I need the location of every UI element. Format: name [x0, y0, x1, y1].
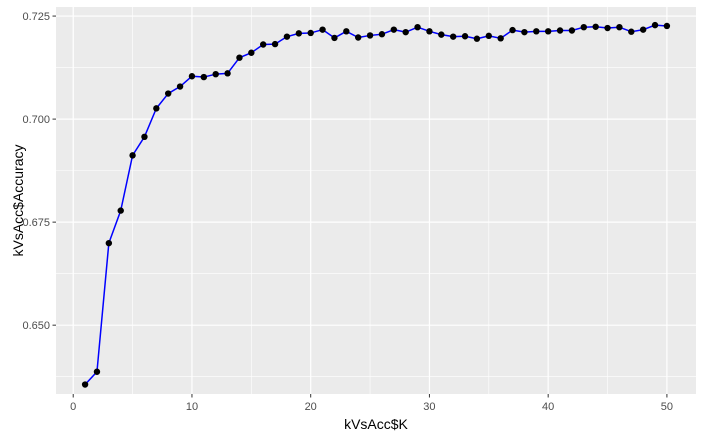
data-point [271, 40, 279, 48]
data-point [651, 21, 659, 29]
y-tick-label: 0.675 [22, 217, 50, 229]
data-point [129, 152, 136, 159]
data-point [390, 26, 398, 33]
data-point [366, 32, 374, 39]
x-tick-label: 20 [305, 401, 317, 413]
data-point [438, 31, 445, 38]
data-point [461, 33, 469, 40]
data-point [354, 34, 362, 41]
data-point [165, 90, 172, 97]
data-point [117, 207, 124, 214]
data-point [485, 32, 493, 40]
data-point [283, 33, 291, 40]
x-tick-label: 30 [423, 401, 435, 413]
data-point [639, 26, 647, 33]
data-point [556, 27, 564, 34]
data-point [497, 35, 504, 42]
minor-gridlines [56, 7, 696, 394]
data-point [544, 28, 552, 35]
data-point [105, 239, 113, 247]
data-point [248, 49, 255, 56]
data-point [663, 22, 671, 30]
data-point [533, 28, 540, 35]
data-point [402, 28, 409, 36]
data-point [616, 23, 623, 31]
data-point [509, 26, 516, 34]
major-gridlines [56, 7, 696, 394]
x-axis: 0 10 20 30 40 50 [70, 394, 673, 413]
data-point [188, 73, 196, 80]
data-point [449, 33, 457, 40]
data-point [604, 24, 611, 32]
data-point [81, 381, 89, 388]
data-point [259, 41, 267, 48]
plot-panel [56, 7, 696, 394]
data-point [295, 30, 303, 37]
data-point [331, 34, 338, 42]
data-point [628, 28, 635, 35]
y-tick-label: 0.725 [22, 11, 50, 23]
series-points [81, 21, 671, 388]
x-tick-label: 50 [661, 401, 673, 413]
data-point [473, 35, 481, 42]
data-point [592, 23, 599, 30]
y-tick-label: 0.650 [22, 320, 50, 332]
data-point [236, 54, 243, 61]
data-point [307, 29, 314, 37]
data-point [343, 28, 350, 35]
data-point [141, 133, 148, 141]
data-point [426, 28, 433, 35]
x-tick-label: 40 [542, 401, 554, 413]
data-point [580, 23, 587, 31]
y-axis-title: kVsAcc$Accuracy [10, 144, 26, 256]
data-point [176, 83, 184, 90]
y-tick-label: 0.700 [22, 114, 50, 126]
data-point [153, 105, 160, 112]
x-tick-label: 0 [70, 401, 76, 413]
data-point [212, 70, 219, 78]
data-point [521, 28, 528, 36]
data-point [224, 70, 231, 77]
data-point [319, 26, 326, 33]
data-point [414, 23, 421, 31]
data-point [200, 73, 208, 81]
data-point [568, 27, 576, 34]
data-point [378, 31, 386, 38]
x-axis-title: kVsAcc$K [344, 416, 408, 432]
y-axis: 0.650 0.675 0.700 0.725 [22, 11, 56, 332]
data-point [93, 368, 101, 375]
x-tick-label: 10 [186, 401, 198, 413]
